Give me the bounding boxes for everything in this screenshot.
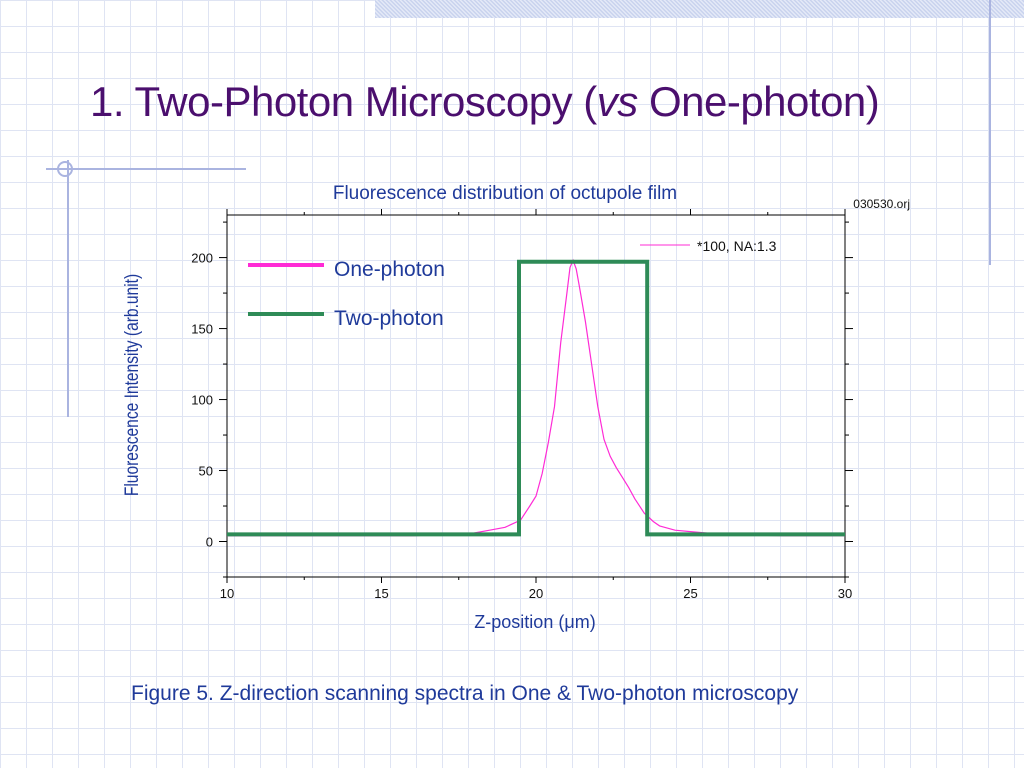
y-tick-label: 50: [199, 464, 213, 479]
left-decorative-line: [67, 160, 69, 417]
slide-title-main: 1. Two-Photon Microscopy (: [90, 78, 597, 125]
slide-title-italic: vs: [596, 78, 639, 125]
left-decorative-hline: [46, 168, 246, 170]
x-tick-label: 15: [374, 586, 388, 601]
chart-series: [227, 258, 845, 537]
legend-label-two-photon: Two-photon: [334, 307, 444, 330]
y-tick-label: 0: [206, 535, 213, 550]
y-tick-label: 200: [191, 251, 213, 266]
figure-caption: Figure 5. Z-direction scanning spectra i…: [131, 682, 799, 705]
plot-frame: [226, 214, 846, 578]
right-decorative-line: [989, 0, 991, 265]
x-tick-label: 10: [220, 586, 234, 601]
chart-file-label: 030530.orj: [853, 197, 910, 211]
x-axis-label: Z-position (μm): [474, 612, 595, 632]
slide-title-end: One-photon): [648, 78, 880, 125]
x-tick-label: 30: [838, 586, 852, 601]
chart-texts: Fluorescence distribution of octupole fi…: [121, 183, 910, 632]
chart-axes: 10 15 20 25 30 0 50 100 150 200: [191, 209, 853, 601]
x-tick-label: 20: [529, 586, 543, 601]
slide-title: 1. Two-Photon Microscopy (vs One-photon): [90, 78, 880, 126]
y-tick-label: 150: [191, 322, 213, 337]
series-line-one-photon: [227, 258, 845, 537]
chart-title: Fluorescence distribution of octupole fi…: [333, 183, 677, 204]
legend-label-one-photon: One-photon: [334, 258, 445, 281]
top-decorative-band: [375, 0, 1024, 18]
inner-legend-label: *100, NA:1.3: [697, 238, 777, 254]
x-tick-label: 25: [683, 586, 697, 601]
decorative-ring: [57, 161, 73, 177]
series-line-two-photon: [227, 259, 845, 537]
y-axis-label: Fluorescence Intensity (arb.unit): [121, 274, 143, 496]
y-tick-label: 100: [191, 393, 213, 408]
